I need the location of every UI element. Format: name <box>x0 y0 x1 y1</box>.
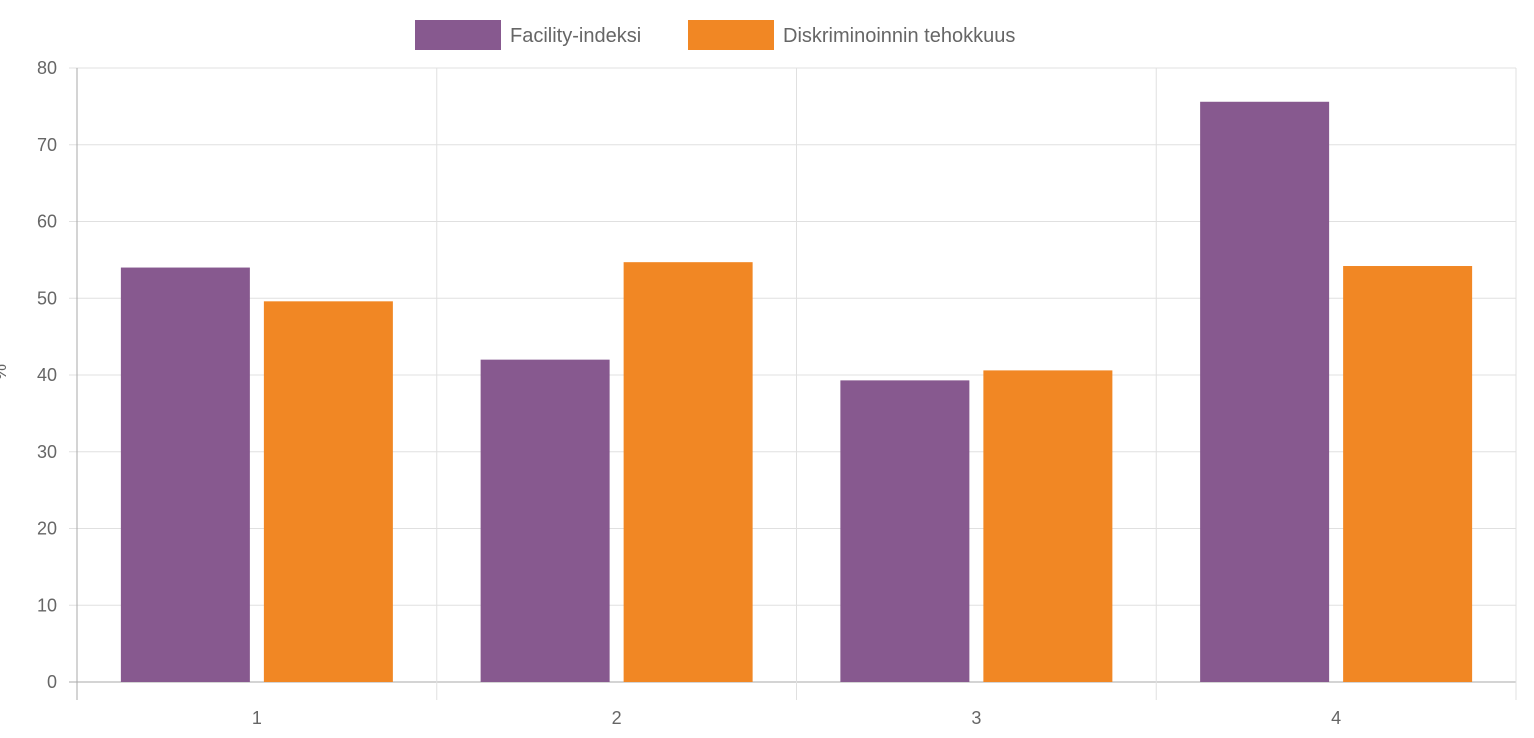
y-axis-ticks: 0 10 20 30 40 50 60 70 80 <box>37 58 57 692</box>
x-axis-ticks: 1 2 3 4 <box>252 708 1341 728</box>
legend-swatch-1 <box>688 20 774 50</box>
legend-swatch-0 <box>415 20 501 50</box>
y-tick-label: 50 <box>37 288 57 308</box>
x-tick-label: 1 <box>252 708 262 728</box>
y-tick-label: 80 <box>37 58 57 78</box>
y-tick-label: 30 <box>37 442 57 462</box>
bar-series-1-cat-1 <box>263 301 393 682</box>
y-tick-label: 40 <box>37 365 57 385</box>
bar-series-1-cat-3 <box>983 370 1113 682</box>
bar-series-0-cat-2 <box>480 359 610 682</box>
y-tick-label: 20 <box>37 519 57 539</box>
y-tick-label: 70 <box>37 135 57 155</box>
y-tick-label: 0 <box>47 672 57 692</box>
bar-series-0-cat-4 <box>1200 101 1330 682</box>
bars <box>120 101 1473 682</box>
y-tick-label: 10 <box>37 595 57 615</box>
legend-label-1: Diskriminoinnin tehokkuus <box>783 25 1015 47</box>
legend[interactable]: Facility-indeksi Diskriminoinnin tehokkuu… <box>415 20 1015 50</box>
bar-series-1-cat-4 <box>1343 266 1473 682</box>
x-tick-label: 3 <box>971 708 981 728</box>
bar-series-0-cat-1 <box>120 267 250 682</box>
x-tick-label: 4 <box>1331 708 1341 728</box>
legend-label-0: Facility-indeksi <box>510 25 641 47</box>
x-tick-label: 2 <box>612 708 622 728</box>
y-axis-label: % <box>0 364 10 380</box>
bar-series-0-cat-3 <box>840 380 970 682</box>
y-tick-label: 60 <box>37 212 57 232</box>
bar-series-1-cat-2 <box>623 262 753 682</box>
